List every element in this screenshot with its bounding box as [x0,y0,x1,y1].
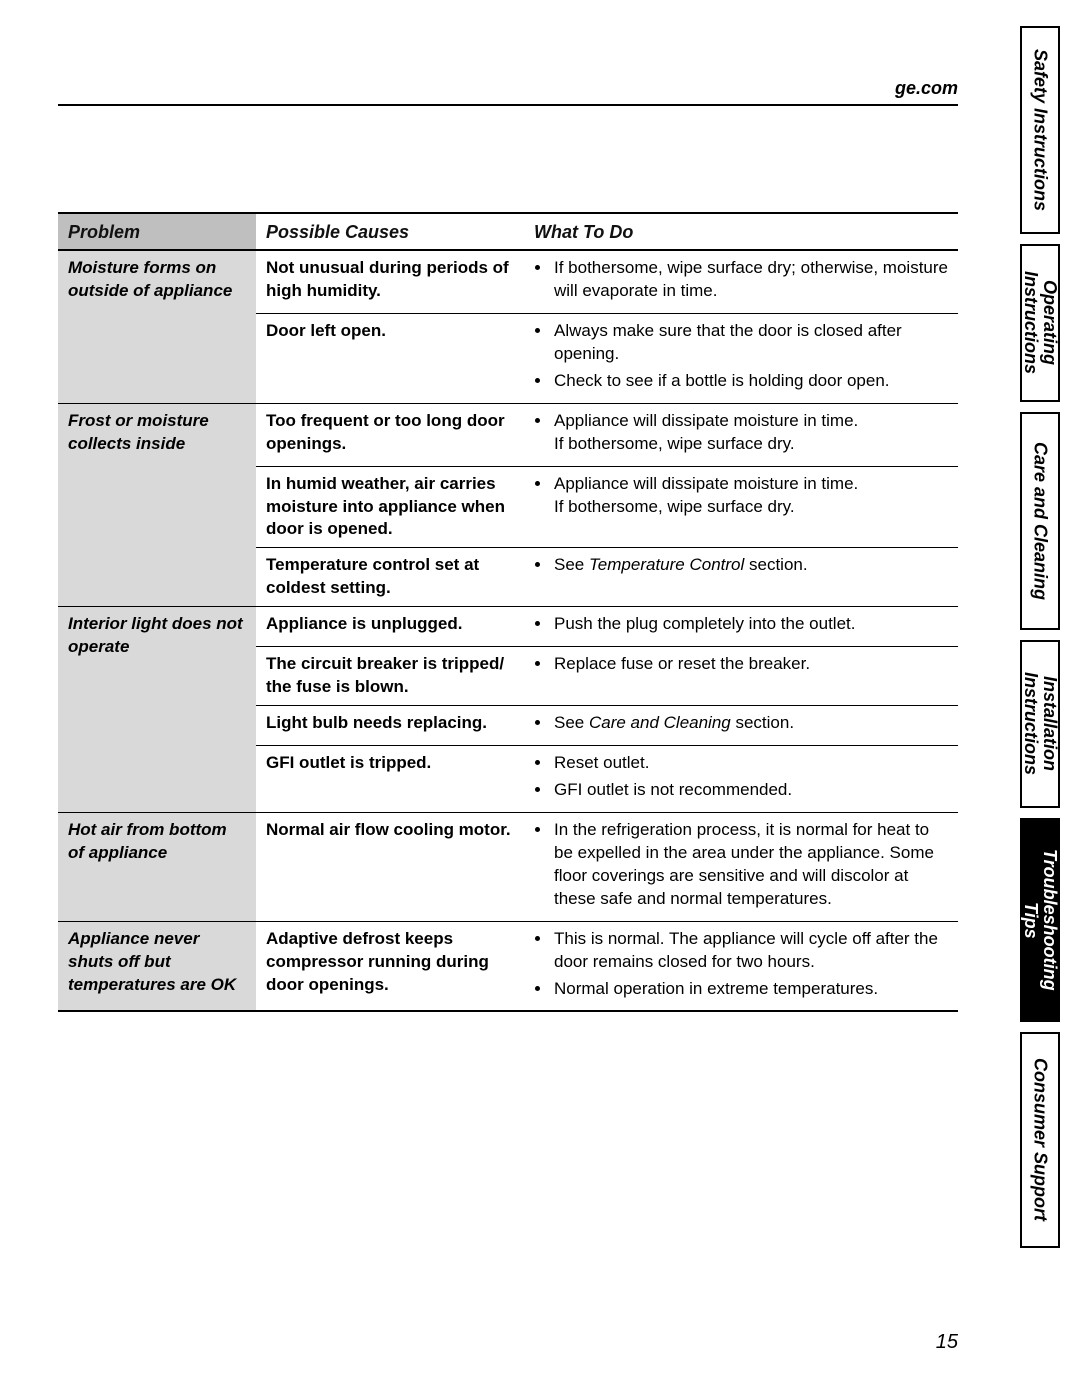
troubleshooting-table-wrap: Problem Possible Causes What To Do Moist… [58,212,958,1012]
header-rule [58,104,958,106]
todo-cell: See Temperature Control section. [524,548,958,607]
troubleshooting-table: Problem Possible Causes What To Do Moist… [58,212,958,1012]
col-problem: Problem [58,213,256,250]
todo-cell: Push the plug completely into the outlet… [524,607,958,647]
table-row: Hot air from bottom of applianceNormal a… [58,812,958,921]
side-tab-label: Care and Cleaning [1031,442,1050,600]
side-tab[interactable]: Care and Cleaning [1020,412,1060,630]
cause-cell: Normal air flow cooling motor. [256,812,524,921]
side-tab[interactable]: OperatingInstructions [1020,244,1060,402]
side-tabs: Safety Instructions OperatingInstructions… [1020,26,1062,1356]
todo-cell: Appliance will dissipate moisture in tim… [524,466,958,548]
side-tab[interactable]: Safety Instructions [1020,26,1060,234]
cause-cell: Door left open. [256,313,524,403]
side-tab-label: TroubleshootingTips [1021,849,1059,991]
cause-cell: Adaptive defrost keeps compressor runnin… [256,921,524,1011]
cause-cell: The circuit breaker is tripped/ the fuse… [256,647,524,706]
todo-cell: This is normal. The appliance will cycle… [524,921,958,1011]
cause-cell: Appliance is unplugged. [256,607,524,647]
cause-cell: GFI outlet is tripped. [256,746,524,813]
problem-cell: Frost or moisture collects inside [58,403,256,607]
todo-cell: See Care and Cleaning section. [524,706,958,746]
problem-cell: Interior light does not operate [58,607,256,813]
cause-cell: Not unusual during periods of high humid… [256,250,524,313]
page-number: 15 [936,1331,958,1354]
cause-cell: Temperature control set at coldest setti… [256,548,524,607]
side-tab-label: Safety Instructions [1031,49,1050,211]
cause-cell: Light bulb needs replacing. [256,706,524,746]
todo-cell: If bothersome, wipe surface dry; otherwi… [524,250,958,313]
table-header-row: Problem Possible Causes What To Do [58,213,958,250]
side-tab-label: InstallationInstructions [1021,672,1059,775]
table-row: Moisture forms on outside of applianceNo… [58,250,958,313]
manual-page: ge.com Problem Possible Causes What To D… [58,26,958,1356]
side-tab[interactable]: Consumer Support [1020,1032,1060,1248]
side-tab[interactable]: TroubleshootingTips [1020,818,1060,1022]
todo-cell: Replace fuse or reset the breaker. [524,647,958,706]
todo-cell: In the refrigeration process, it is norm… [524,812,958,921]
cause-cell: In humid weather, air carries moisture i… [256,466,524,548]
table-row: Frost or moisture collects insideToo fre… [58,403,958,466]
todo-cell: Appliance will dissipate moisture in tim… [524,403,958,466]
table-row: Interior light does not operateAppliance… [58,607,958,647]
site-link: ge.com [895,78,958,99]
side-tab-label: Consumer Support [1031,1058,1050,1221]
cause-cell: Too frequent or too long door openings. [256,403,524,466]
problem-cell: Moisture forms on outside of appliance [58,250,256,403]
side-tab[interactable]: InstallationInstructions [1020,640,1060,808]
problem-cell: Hot air from bottom of appliance [58,812,256,921]
col-causes: Possible Causes [256,213,524,250]
side-tab-label: OperatingInstructions [1021,271,1059,374]
table-row: Appliance never shuts off but temperatur… [58,921,958,1011]
todo-cell: Reset outlet.GFI outlet is not recommend… [524,746,958,813]
col-todo: What To Do [524,213,958,250]
problem-cell: Appliance never shuts off but temperatur… [58,921,256,1011]
todo-cell: Always make sure that the door is closed… [524,313,958,403]
